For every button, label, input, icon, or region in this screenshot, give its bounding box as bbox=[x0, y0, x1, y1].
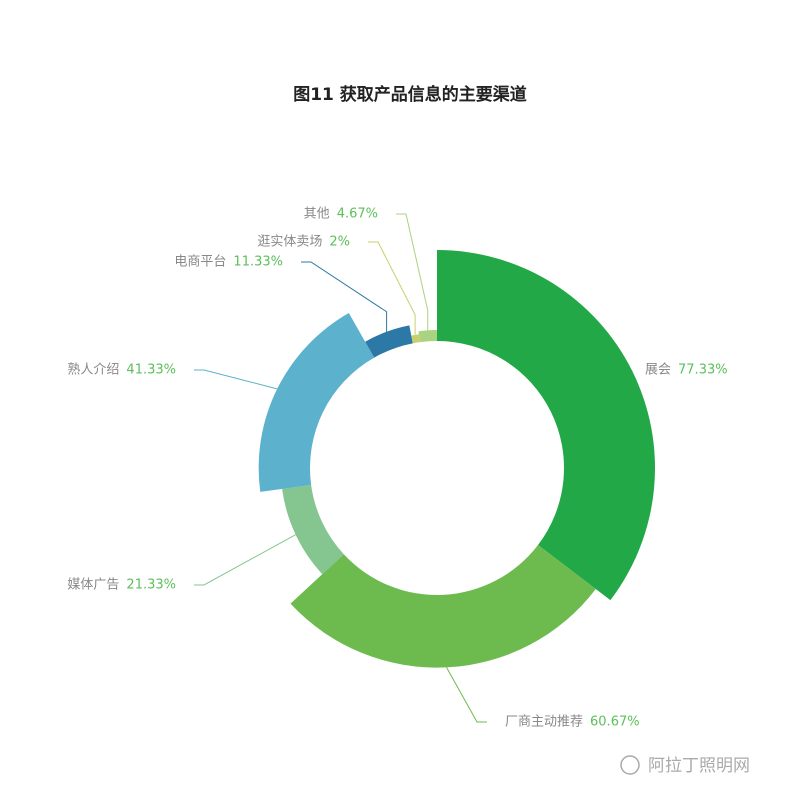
slice-name: 其他 bbox=[304, 207, 330, 222]
slice-name: 媒体广告 bbox=[67, 578, 119, 593]
slice-value-label: 60.67% bbox=[590, 715, 640, 730]
slice-value-label: 11.33% bbox=[233, 255, 283, 270]
rose-slice bbox=[411, 334, 421, 344]
rose-slice bbox=[282, 484, 344, 575]
leader-line bbox=[194, 534, 296, 586]
rose-slice bbox=[290, 544, 596, 668]
slice-name: 电商平台 bbox=[174, 255, 226, 270]
leader-line bbox=[616, 369, 633, 372]
rose-slice bbox=[418, 330, 437, 343]
rose-slice bbox=[365, 325, 413, 358]
slice-name: 展会 bbox=[645, 363, 671, 378]
slice-name: 厂商主动推荐 bbox=[505, 715, 583, 730]
leader-line bbox=[301, 261, 388, 332]
watermark: 阿拉丁照明网 bbox=[620, 755, 750, 776]
leader-line bbox=[368, 241, 416, 335]
slice-name: 熟人介绍 bbox=[67, 362, 119, 378]
rose-slice bbox=[258, 312, 375, 492]
rose-slice bbox=[437, 250, 655, 601]
slice-value-label: 4.67% bbox=[337, 207, 378, 222]
watermark-icon bbox=[620, 755, 640, 775]
slice-value-label: 2% bbox=[329, 235, 350, 250]
leader-line bbox=[194, 369, 278, 390]
slice-value-label: 41.33% bbox=[126, 363, 176, 378]
slice-value-label: 77.33% bbox=[678, 363, 728, 378]
watermark-text: 阿拉丁照明网 bbox=[648, 756, 750, 776]
slice-value-label: 21.33% bbox=[126, 578, 176, 593]
leader-line bbox=[396, 213, 429, 331]
slice-name: 逛实体卖场 bbox=[257, 235, 322, 250]
chart-title: 图11 获取产品信息的主要渠道 bbox=[293, 84, 527, 105]
leader-line bbox=[446, 667, 487, 723]
